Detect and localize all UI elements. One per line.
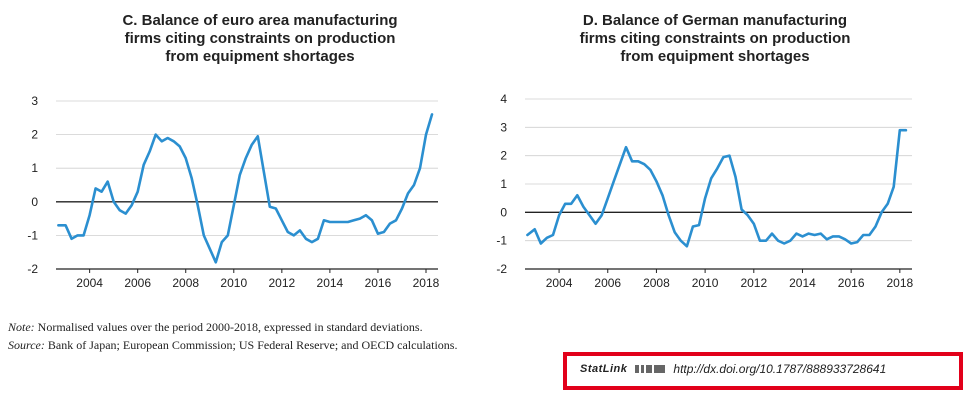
statlink[interactable]: StatLink http://dx.doi.org/10.1787/88893… xyxy=(580,362,886,376)
chart-d-x-tick-label: 2006 xyxy=(594,276,621,290)
chart-d-x-tick-label: 2008 xyxy=(643,276,670,290)
chart-d-y-tick-label: -1 xyxy=(496,234,507,248)
note-text: Normalised values over the period 2000-2… xyxy=(37,320,423,334)
chart-c-y-tick-label: 0 xyxy=(31,195,38,209)
chart-c-title-line: C. Balance of euro area manufacturing xyxy=(122,12,398,29)
chart-c-x-tick-label: 2006 xyxy=(124,276,151,290)
chart-d-x-tick-label: 2014 xyxy=(789,276,816,290)
chart-c-title-line: firms citing constraints on production xyxy=(124,30,396,47)
chart-c-x-tick-label: 2004 xyxy=(76,276,103,290)
chart-c-y-tick-label: 1 xyxy=(31,161,38,175)
chart-d-y-tick-label: 1 xyxy=(500,177,507,191)
chart-d-x-tick-label: 2016 xyxy=(838,276,865,290)
chart-d-title-line: from equipment shortages xyxy=(620,48,810,65)
chart-d-series-line xyxy=(526,128,908,248)
note-line: Note: Normalised values over the period … xyxy=(8,320,423,335)
chart-c-y-tick-label: -1 xyxy=(27,228,38,242)
statlink-logo: StatLink xyxy=(580,363,628,375)
chart-c-y-tick-label: 3 xyxy=(31,94,38,108)
chart-d-title-line: D. Balance of German manufacturing xyxy=(582,12,848,29)
statlink-highlight-box xyxy=(563,352,963,390)
chart-d-y-tick-label: -2 xyxy=(496,262,507,276)
chart-c-y-tick-label: 2 xyxy=(31,128,38,142)
chart-d-title: D. Balance of German manufacturing firms… xyxy=(515,12,915,66)
chart-d-x-tick-label: 2004 xyxy=(546,276,573,290)
source-line: Source: Bank of Japan; European Commissi… xyxy=(8,338,457,353)
source-text: Bank of Japan; European Commission; US F… xyxy=(47,338,458,352)
chart-d-y-tick-label: 0 xyxy=(500,205,507,219)
chart-c-x-tick-label: 2014 xyxy=(317,276,344,290)
chart-c-series-line xyxy=(57,113,434,264)
chart-c-x-tick-label: 2008 xyxy=(172,276,199,290)
chart-c-x-tick-label: 2018 xyxy=(413,276,440,290)
chart-d-x-tick-label: 2018 xyxy=(886,276,913,290)
chart-c-title: C. Balance of euro area manufacturing fi… xyxy=(60,12,460,66)
chart-c-x-tick-label: 2016 xyxy=(365,276,392,290)
chart-d-y-tick-label: 4 xyxy=(500,92,507,106)
chart-d-title-line: firms citing constraints on production xyxy=(579,30,851,47)
statlink-url-link[interactable]: http://dx.doi.org/10.1787/888933728641 xyxy=(673,362,887,376)
chart-c-x-tick-label: 2012 xyxy=(268,276,295,290)
chart-d-y-tick-label: 2 xyxy=(500,149,507,163)
statlink-icon xyxy=(635,365,666,373)
note-label: Note: xyxy=(8,320,35,334)
source-label: Source: xyxy=(8,338,45,352)
chart-d-x-tick-label: 2012 xyxy=(740,276,767,290)
chart-c-title-line: from equipment shortages xyxy=(165,48,355,65)
chart-c-x-tick-label: 2010 xyxy=(220,276,247,290)
chart-d-y-tick-label: 3 xyxy=(500,120,507,134)
chart-c-y-tick-label: -2 xyxy=(27,262,38,276)
chart-d-x-tick-label: 2010 xyxy=(692,276,719,290)
